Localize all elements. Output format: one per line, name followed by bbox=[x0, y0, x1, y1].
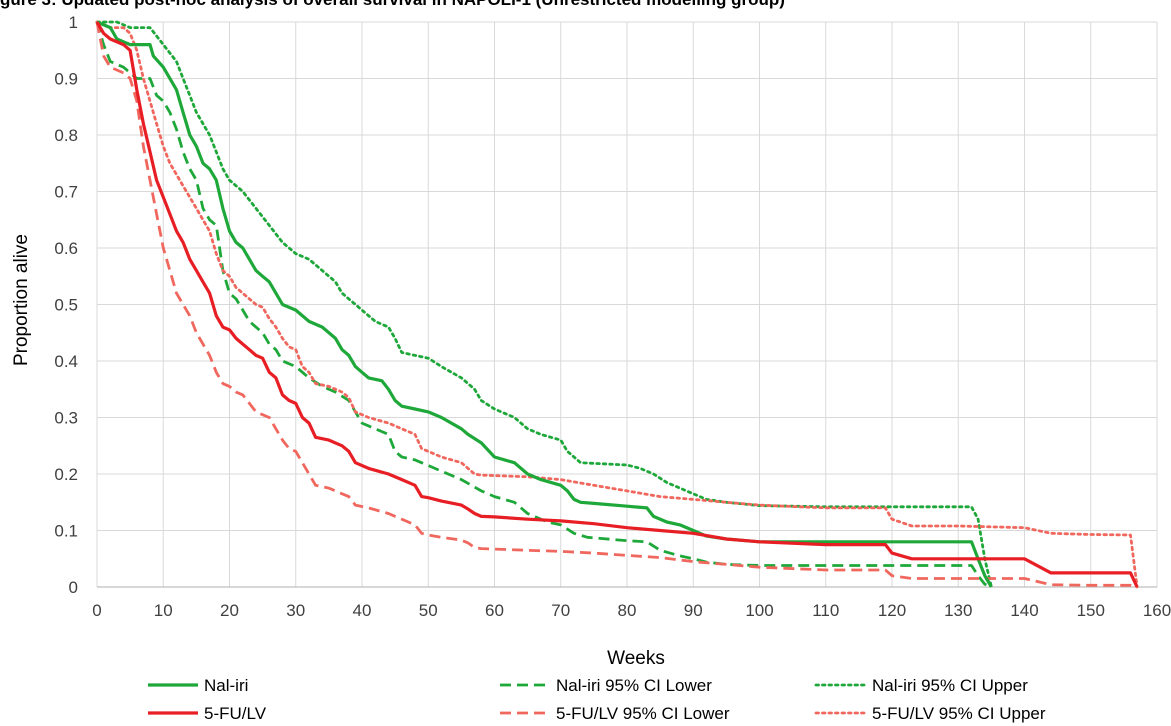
series-line-3 bbox=[95, 21, 1139, 588]
x-tick-label: 10 bbox=[154, 601, 173, 620]
x-tick-label: 150 bbox=[1077, 601, 1105, 620]
y-tick-label: 0.4 bbox=[54, 352, 78, 371]
y-tick-label: 0.7 bbox=[54, 183, 78, 202]
y-tick-label: 1 bbox=[69, 13, 78, 32]
x-tick-label: 120 bbox=[878, 601, 906, 620]
y-tick-label: 0.2 bbox=[54, 465, 78, 484]
series-line-1 bbox=[95, 21, 992, 589]
x-tick-label: 140 bbox=[1010, 601, 1038, 620]
x-axis-title: Weeks bbox=[607, 648, 665, 669]
y-tick-label: 0.8 bbox=[54, 126, 78, 145]
x-tick-label: 60 bbox=[485, 601, 504, 620]
x-tick-label: 110 bbox=[812, 601, 839, 620]
legend: Nal-iri Nal-iri 95% CI Lower Nal-iri 95% C… bbox=[148, 676, 1046, 723]
y-tick-label: 0.3 bbox=[54, 409, 78, 428]
legend-label-3: 5-FU/LV bbox=[204, 704, 267, 723]
x-tick-label: 50 bbox=[419, 601, 438, 620]
x-tick-label: 100 bbox=[745, 601, 773, 620]
tick-labels: 0 10 20 30 40 50 60 70 80 90 100 110 120 130 140 150 160… bbox=[54, 13, 1171, 620]
legend-label-5: 5-FU/LV 95% CI Upper bbox=[872, 704, 1046, 723]
series-line-5 bbox=[95, 20, 1139, 589]
y-tick-label: 0.1 bbox=[54, 522, 78, 541]
y-tick-label: 0 bbox=[69, 578, 78, 597]
legend-label-0: Nal-iri bbox=[204, 676, 248, 695]
legend-label-1: Nal-iri 95% CI Lower bbox=[556, 676, 712, 695]
y-tick-label: 0.9 bbox=[54, 70, 78, 89]
x-tick-label: 20 bbox=[220, 601, 239, 620]
x-tick-label: 90 bbox=[684, 601, 703, 620]
x-tick-label: 130 bbox=[944, 601, 972, 620]
chart-title: gure 3: Updated post-hoc analysis of ove… bbox=[0, 0, 1171, 10]
legend-label-4: 5-FU/LV 95% CI Lower bbox=[556, 704, 730, 723]
x-tick-label: 70 bbox=[551, 601, 570, 620]
legend-label-2: Nal-iri 95% CI Upper bbox=[872, 676, 1028, 695]
series-line-0 bbox=[96, 20, 993, 588]
x-tick-label: 40 bbox=[353, 601, 372, 620]
series-layer bbox=[95, 20, 1139, 589]
x-tick-label: 30 bbox=[286, 601, 305, 620]
x-tick-label: 160 bbox=[1143, 601, 1171, 620]
y-axis-title: Proportion alive bbox=[11, 234, 32, 366]
x-tick-label: 80 bbox=[618, 601, 637, 620]
x-tick-label: 0 bbox=[92, 601, 101, 620]
y-tick-label: 0.6 bbox=[54, 239, 78, 258]
series-line-2 bbox=[95, 20, 993, 589]
y-tick-label: 0.5 bbox=[54, 296, 78, 315]
